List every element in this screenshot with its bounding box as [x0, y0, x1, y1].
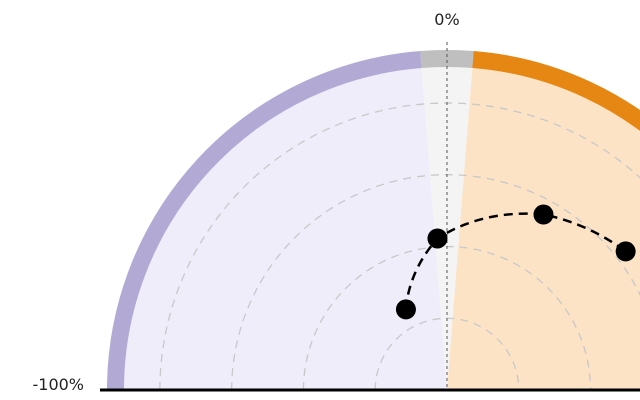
series-line — [404, 212, 627, 310]
tick-label-minus-100: -100% — [32, 375, 84, 394]
tick-label-0: 0% — [434, 10, 459, 29]
rim-neutral — [420, 50, 474, 69]
series-points — [395, 204, 636, 320]
sector-layer — [107, 50, 640, 391]
data-point — [395, 299, 416, 320]
data-point — [615, 241, 636, 262]
rim-positive — [472, 51, 640, 132]
data-point — [533, 204, 554, 225]
rim-negative — [107, 51, 422, 391]
sector-negative — [107, 51, 447, 391]
rim-layer — [107, 50, 640, 391]
data-point — [427, 228, 448, 249]
sector-neutral — [420, 50, 474, 391]
